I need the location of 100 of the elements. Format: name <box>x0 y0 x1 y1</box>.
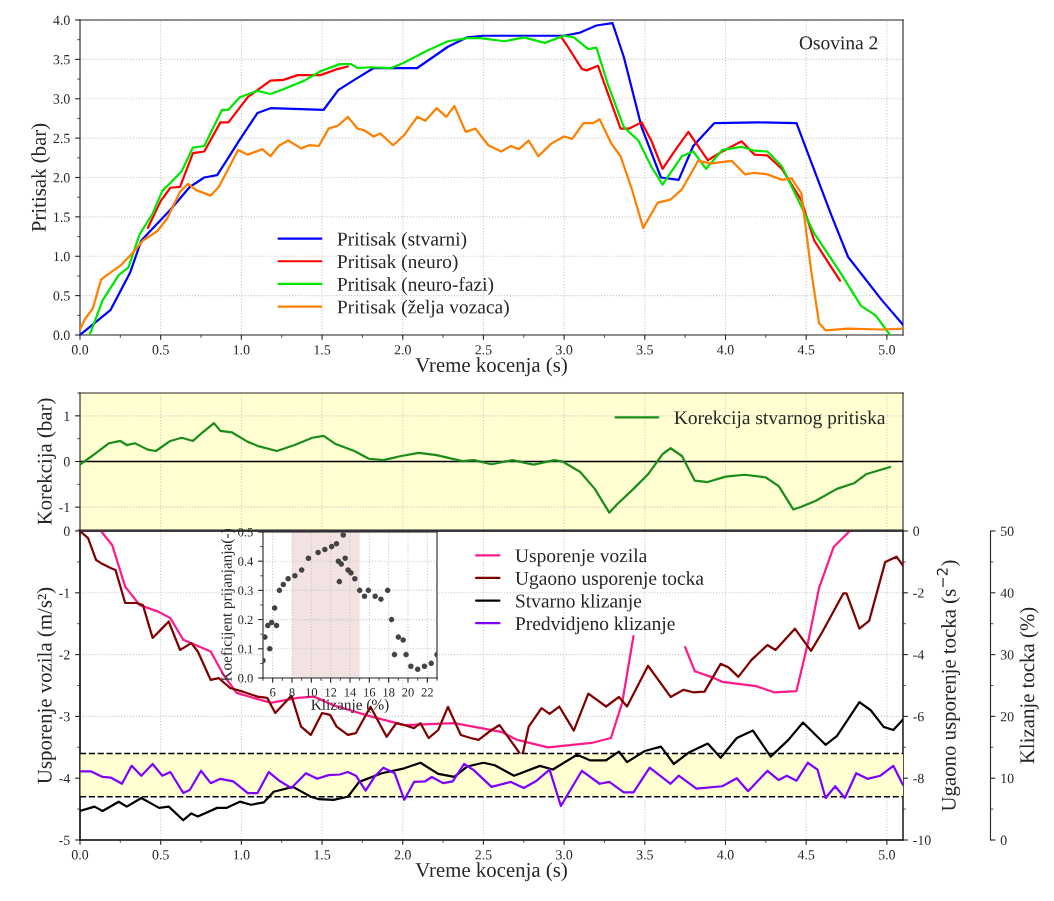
y-tick-label: 4.0 <box>53 15 70 26</box>
point <box>388 616 395 623</box>
x-tick-label: 3.0 <box>556 345 573 355</box>
legend-label: Usporenje vozila <box>515 548 647 567</box>
point <box>414 666 421 673</box>
y2-tick-label: -4 <box>913 650 925 660</box>
x-tick-label: 3.5 <box>636 345 653 355</box>
point <box>322 546 328 553</box>
point <box>266 646 273 652</box>
y-tick-label: 1.5 <box>54 212 70 222</box>
point <box>280 581 287 588</box>
x-tick-label: 20 <box>402 688 414 697</box>
point <box>378 596 384 602</box>
x-tick-label: 16 <box>364 688 376 697</box>
x-tick-label: 0.0 <box>71 850 89 860</box>
x-tick-label: 8 <box>289 688 295 697</box>
line-series <box>80 761 903 808</box>
point <box>352 575 358 582</box>
y2-axis-title: Ugaono usporenje tocka (s$^{−2}$) <box>936 560 961 812</box>
point <box>342 555 348 562</box>
legend-label: Predvidjeno klizanje <box>515 616 675 635</box>
point <box>348 570 354 576</box>
y-tick-label: 0.4 <box>238 557 254 566</box>
y-tick-label: 2.0 <box>53 173 70 183</box>
point <box>384 587 391 594</box>
point <box>273 622 280 629</box>
point <box>268 619 275 626</box>
y3-tick-label: 40 <box>1000 588 1014 598</box>
point <box>391 651 398 658</box>
y-tick-label: 1 <box>64 411 70 421</box>
x-tick-label: 2.5 <box>475 850 492 860</box>
point <box>403 651 409 658</box>
point <box>400 637 406 643</box>
point <box>315 549 321 556</box>
x-tick-label: 4.0 <box>717 345 734 355</box>
point <box>365 587 372 594</box>
y3-tick-label: 10 <box>1001 773 1014 784</box>
point <box>345 567 351 573</box>
point <box>340 532 347 538</box>
y3-tick-label: 50 <box>1001 526 1014 536</box>
point <box>333 540 340 547</box>
y2-tick-label: -6 <box>913 712 924 722</box>
y2-tick-label: 0 <box>913 526 920 536</box>
y-axis-title: Pritisak (bar) <box>31 123 51 232</box>
x-tick-label: 0.0 <box>71 345 89 355</box>
point <box>271 605 278 611</box>
y-axis-title: Usporenje vozila (m/s²) <box>37 587 56 784</box>
y-tick-label: 2.5 <box>53 133 70 144</box>
legend-label: Pritisak (neuro-fazi) <box>337 277 494 295</box>
point <box>292 573 298 579</box>
x-tick-label: 4.5 <box>797 850 815 860</box>
x-tick-label: 10 <box>306 688 318 697</box>
x-tick-label: 1.5 <box>314 345 331 355</box>
line-series <box>80 701 903 822</box>
legend-label: Stvarno klizanje <box>516 593 642 612</box>
y2-tick-label: -8 <box>913 773 924 784</box>
x-tick-label: 6 <box>270 688 276 697</box>
y-tick-label: 0 <box>63 457 70 467</box>
x-axis-title: Vreme kocenja (s) <box>415 862 567 882</box>
y2-tick-label: -2 <box>913 588 924 598</box>
y2-tick-label: -10 <box>913 835 931 845</box>
y3-tick-label: 30 <box>1000 650 1014 660</box>
point <box>285 575 291 582</box>
y-tick-label: -5 <box>59 835 70 845</box>
x-tick-label: 3.0 <box>556 850 573 860</box>
y-tick-label: -2 <box>59 650 70 660</box>
point <box>356 587 363 594</box>
x-axis-title: Vreme kocenja (s) <box>415 357 567 377</box>
x-tick-label: 5.0 <box>878 850 896 860</box>
annotation: Osovina 2 <box>799 36 878 50</box>
y-tick-label: 0.2 <box>238 615 253 625</box>
y-tick-label: 0.0 <box>238 674 253 683</box>
point <box>276 587 283 594</box>
y-tick-label: -3 <box>59 712 70 722</box>
legend-label: Pritisak (neuro) <box>337 254 458 273</box>
point <box>372 593 378 600</box>
y3-tick-label: 20 <box>1000 711 1014 722</box>
point <box>263 634 268 640</box>
x-tick-label: 2.0 <box>394 850 411 860</box>
x-tick-label: 0.5 <box>152 345 169 355</box>
x-tick-label: 14 <box>344 688 357 697</box>
y-tick-label: -4 <box>59 773 71 784</box>
x-tick-label: 1.5 <box>314 850 331 860</box>
x-tick-label: 4.0 <box>717 850 734 860</box>
point <box>395 634 402 640</box>
point <box>421 663 428 670</box>
y3-tick-label: 0 <box>1000 835 1007 845</box>
y-tick-label: 0.0 <box>53 330 70 341</box>
legend-label: Pritisak (stvarni) <box>337 231 467 250</box>
y-tick-label: 1.0 <box>54 251 70 262</box>
y-tick-label: 3.0 <box>53 94 70 104</box>
y-tick-label: 0.3 <box>238 586 253 595</box>
x-tick-label: 22 <box>421 688 433 697</box>
x-tick-label: 2.5 <box>475 345 492 355</box>
y-tick-label: 3.5 <box>53 55 70 65</box>
x-tick-label: 0.5 <box>152 850 169 860</box>
point <box>305 555 312 562</box>
y-tick-label: 0.5 <box>53 291 70 301</box>
x-tick-label: 18 <box>383 688 395 697</box>
y3-axis-title: Klizanje tocka (%) <box>1019 607 1039 764</box>
